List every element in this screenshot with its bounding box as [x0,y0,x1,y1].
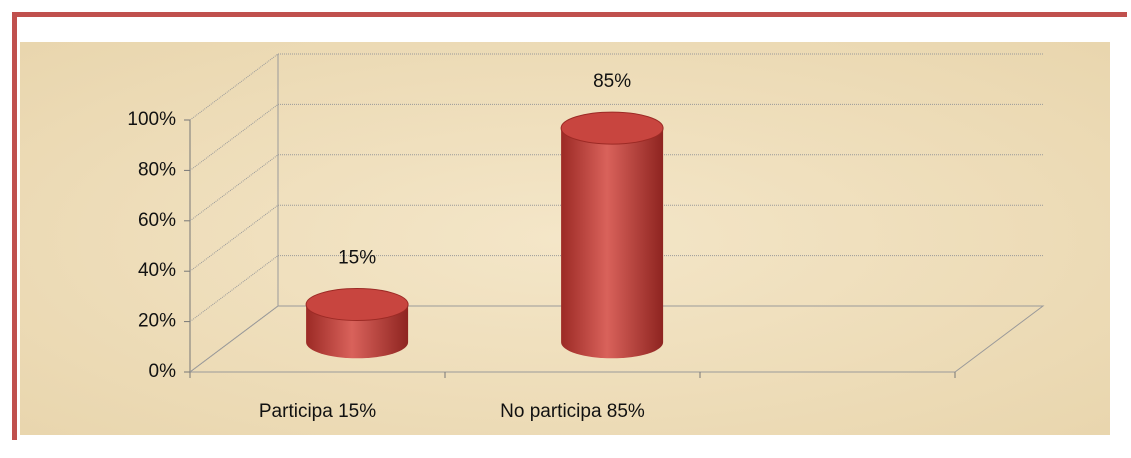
y-tick-label: 80% [138,159,176,180]
bar-top [560,111,664,145]
y-tick-label: 40% [138,260,176,281]
bar-body [561,128,664,359]
grid-line-side [189,305,279,373]
y-tick-label: 20% [138,311,176,332]
value-label: 85% [593,71,631,92]
y-tick-label: 100% [127,109,176,130]
frame-top [12,12,1127,17]
grid-line-side [189,104,279,171]
frame-left [12,12,17,440]
x-tick-label: Participa 15% [259,401,376,422]
value-label: 15% [338,248,376,269]
y-tick-label: 0% [149,361,177,382]
grid-line-side [189,255,279,323]
y-tick-label: 60% [138,210,176,231]
grid-line-side [189,53,279,121]
grid-line-side [189,204,279,272]
bar [560,111,664,359]
bar [305,288,409,359]
bar-top [305,288,409,321]
grid-line-side [189,154,279,222]
x-tick-label: No participa 85% [500,401,645,422]
